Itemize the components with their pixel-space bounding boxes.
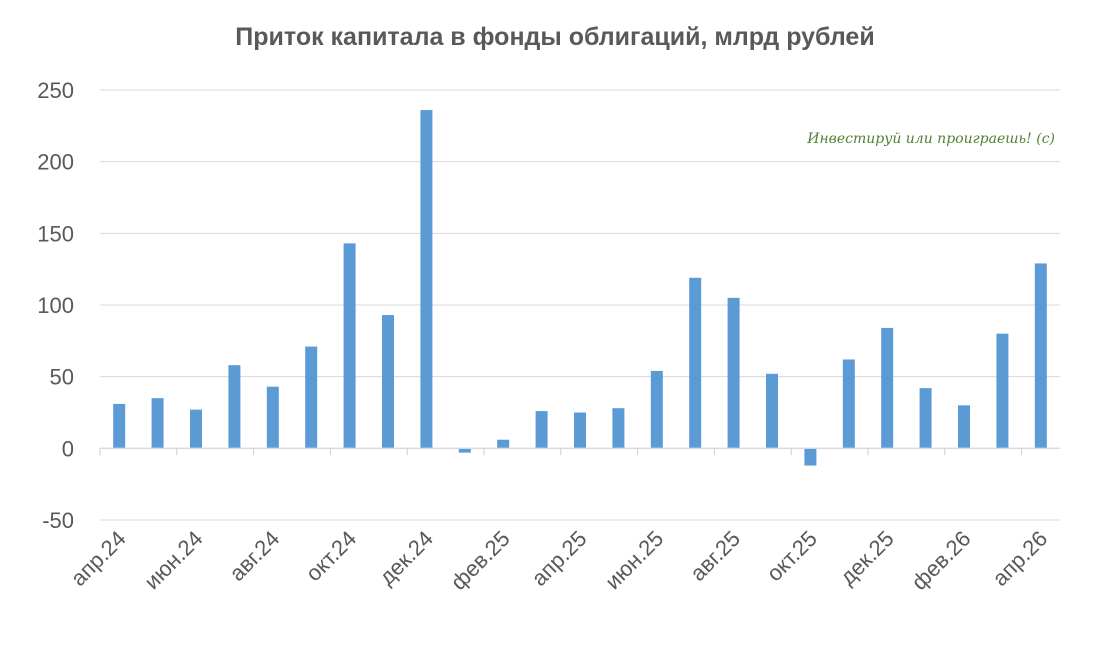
y-tick-label: 150 (37, 221, 74, 246)
bar (266, 386, 279, 449)
x-tick-label: фев.25 (446, 526, 515, 595)
bar (766, 373, 778, 449)
x-tick-label: дек.24 (374, 526, 438, 590)
bar (113, 403, 126, 449)
y-tick-label: 250 (37, 78, 74, 103)
x-tick-label: апр.25 (527, 526, 592, 591)
bar (574, 412, 586, 449)
watermark-text: Инвестируй или проиграешь! (с) (806, 131, 1055, 147)
y-tick-label: 0 (62, 436, 74, 461)
bar (727, 297, 740, 449)
bar (842, 359, 855, 449)
bar (151, 398, 164, 449)
bar (228, 365, 241, 449)
bar (650, 370, 663, 449)
x-tick-label: авг.25 (685, 526, 745, 586)
bar (343, 243, 356, 449)
x-tick-label: июн.24 (139, 526, 207, 594)
bar (382, 315, 394, 449)
gridlines (100, 89, 1060, 521)
bar (881, 327, 894, 449)
bar (458, 448, 471, 453)
x-tick-label: дек.25 (835, 526, 899, 590)
y-tick-label: 100 (37, 293, 74, 318)
chart-title: Приток капитала в фонды облигаций, млрд … (235, 23, 874, 51)
x-tick-label: апр.24 (66, 526, 131, 591)
bar (190, 409, 202, 449)
y-axis-ticks: 250 200 150 100 50 0 -50 (37, 78, 74, 533)
bar (996, 333, 1009, 449)
bar (689, 277, 702, 449)
bar (919, 388, 932, 449)
bars (113, 110, 1047, 466)
x-tick-label: авг.24 (224, 526, 284, 586)
bar (420, 110, 433, 449)
y-tick-label: -50 (42, 508, 74, 533)
bar (612, 408, 625, 449)
x-tick-label: апр.26 (987, 526, 1052, 591)
bar (497, 439, 510, 449)
bar (958, 405, 970, 449)
bar (305, 346, 318, 449)
y-tick-label: 50 (50, 365, 74, 390)
x-tick-label: окт.25 (762, 526, 822, 586)
x-axis (99, 447, 1060, 456)
x-tick-label: окт.24 (301, 526, 361, 586)
bar (535, 411, 548, 449)
y-tick-label: 200 (37, 150, 74, 175)
x-axis-ticks: апр.24 июн.24 авг.24 окт.24 дек.24 фев.25 апр.… (66, 526, 1053, 595)
x-tick-label: июн.25 (600, 526, 668, 594)
x-tick-label: фев.26 (907, 526, 976, 595)
bar (1034, 263, 1047, 449)
bar (804, 448, 817, 466)
